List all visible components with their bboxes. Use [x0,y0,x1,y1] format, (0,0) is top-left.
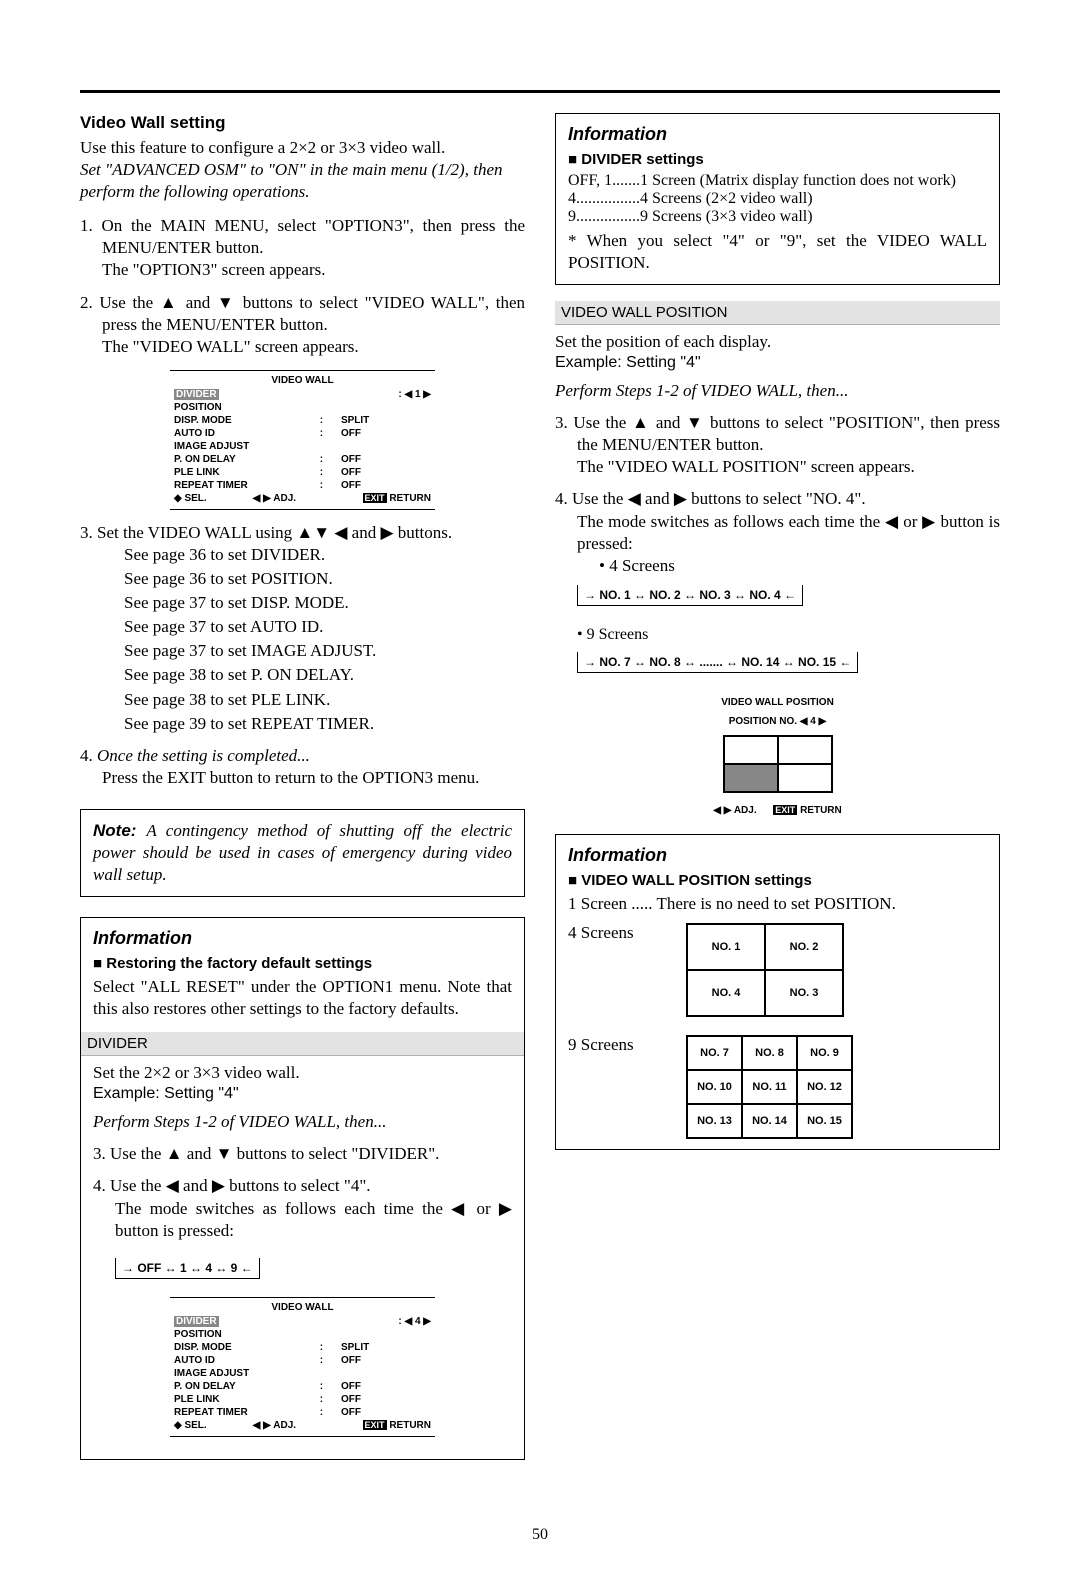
intro-2: Set "ADVANCED OSM" to "ON" in the main m… [80,159,525,203]
divider-banner: DIVIDER [81,1032,524,1056]
step-2b: The "VIDEO WALL" screen appears. [102,336,359,358]
divider-l3: Perform Steps 1-2 of VIDEO WALL, then... [93,1111,512,1133]
osd2-title: VIDEO WALL [170,1302,435,1315]
info2-title: Information [568,845,987,866]
step-2a: Use the ▲ and ▼ buttons to select "VIDEO… [99,293,525,334]
label-9screens: 9 Screens [568,1035,662,1055]
page-number: 50 [80,1526,1000,1544]
grid-4: NO. 1NO. 2NO. 4NO. 3 [686,923,844,1017]
right-column: Information ■ DIVIDER settings OFF, 1 ..… [555,113,1000,1476]
info-vwp-settings: Information ■ VIDEO WALL POSITION settin… [555,834,1000,1150]
info-divider-settings: Information ■ DIVIDER settings OFF, 1 ..… [555,113,1000,285]
pos-osd-title: VIDEO WALL POSITION [663,697,893,708]
div-note: * When you select "4" or "9", set the VI… [568,230,987,274]
note-lead: Note: [93,821,146,840]
vwp-l3: Perform Steps 1-2 of VIDEO WALL, then... [555,380,1000,402]
pos-grid-preview [723,735,833,793]
grid-9: NO. 7NO. 8NO. 9NO. 10NO. 11NO. 12NO. 13N… [686,1035,853,1139]
label-4screens: 4 Screens [568,923,662,943]
step-2: 2. Use the ▲ and ▼ buttons to select "VI… [80,292,525,358]
vwp-banner: VIDEO WALL POSITION [555,301,1000,325]
pos-osd-val: 4 [810,716,816,727]
divider-step-4: 4. Use the ◀ and ▶ buttons to select "4"… [93,1175,512,1241]
step-3a: Set the VIDEO WALL using ▲▼ ◀ and ▶ butt… [97,523,452,542]
vwp-step-4: 4. Use the ◀ and ▶ buttons to select "NO… [555,488,1000,576]
cycle-9: → NO. 7 ↔ NO. 8 ↔ ....... ↔ NO. 14 ↔ NO.… [577,652,858,673]
vwp-l2: Example: Setting "4" [555,353,1000,374]
row-9screens: 9 Screens NO. 7NO. 8NO. 9NO. 10NO. 11NO.… [568,1035,987,1139]
osd2-divider-label: DIVIDER [174,1316,219,1327]
bullet-9screens: • 9 Screens [555,626,1000,644]
vwps-subtitle: ■ VIDEO WALL POSITION settings [568,872,987,889]
osd1-exit: EXIT [363,493,387,503]
divider-l2: Example: Setting "4" [93,1084,512,1105]
info1-title: Information [568,124,987,145]
restore-subtitle: ■ Restoring the factory default settings [93,955,512,972]
vwps-1screen: 1 Screen ..... There is no need to set P… [568,893,987,915]
step-4a: Once the setting is completed... [97,746,310,765]
info-restore-box: Information ■ Restoring the factory defa… [80,917,525,1460]
step-1b: The "OPTION3" screen appears. [102,259,325,281]
osd1-adj: ADJ. [273,493,296,504]
note-body: A contingency method of shutting off the… [93,821,512,884]
info-restore-header: Information [93,928,512,949]
vwp-l1: Set the position of each display. [555,331,1000,353]
restore-body: Select "ALL RESET" under the OPTION1 men… [93,976,512,1020]
step-3: 3. Set the VIDEO WALL using ▲▼ ◀ and ▶ b… [80,522,525,735]
divider-cycle: → OFF ↔ 1 ↔ 4 ↔ 9 ← [115,1258,260,1279]
step-4b: Press the EXIT button to return to the O… [102,767,479,789]
osd1-divider-val: 1 [415,389,421,400]
vwp-step-3: 3. Use the ▲ and ▼ buttons to select "PO… [555,412,1000,478]
osd1-return: RETURN [389,493,431,504]
step-4: 4. Once the setting is completed... Pres… [80,745,525,789]
row-4screens: 4 Screens NO. 1NO. 2NO. 4NO. 3 [568,923,987,1017]
div-settings-subtitle: ■ DIVIDER settings [568,151,987,168]
osd2-divider-val: 4 [415,1316,421,1327]
osd-position: VIDEO WALL POSITION POSITION NO. ◀ 4 ▶ ◀… [663,697,893,816]
bullet-4screens: • 4 Screens [577,555,1000,577]
osd1-divider-label: DIVIDER [174,389,219,400]
top-rule [80,90,1000,93]
left-column: Video Wall setting Use this feature to c… [80,113,525,1476]
intro-1: Use this feature to configure a 2×2 or 3… [80,137,525,159]
cycle-4: → NO. 1 ↔ NO. 2 ↔ NO. 3 ↔ NO. 4 ← [577,585,803,606]
osd1-title: VIDEO WALL [170,375,435,388]
step-1a: On the MAIN MENU, select "OPTION3", then… [101,216,525,257]
step-1: 1. On the MAIN MENU, select "OPTION3", t… [80,215,525,281]
note-box: Note: A contingency method of shutting o… [80,809,525,897]
osd1-sel: SEL. [184,493,206,504]
osd-video-wall-1: VIDEO WALL DIVIDER: ◀ 1 ▶ POSITIONDISP. … [170,370,435,510]
osd-video-wall-2: VIDEO WALL DIVIDER: ◀ 4 ▶ POSITIONDISP. … [170,1297,435,1437]
video-wall-title: Video Wall setting [80,113,525,133]
pos-osd-row: POSITION NO. [729,716,797,727]
divider-l1: Set the 2×2 or 3×3 video wall. [93,1062,512,1084]
divider-step-3: 3. Use the ▲ and ▼ buttons to select "DI… [93,1143,512,1165]
